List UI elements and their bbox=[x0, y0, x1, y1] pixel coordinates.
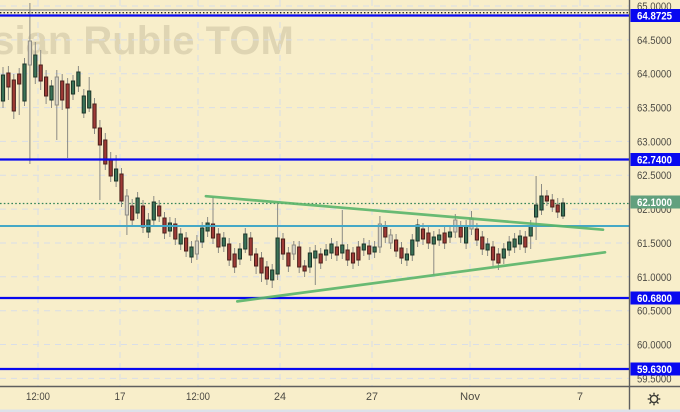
svg-text:59.5000: 59.5000 bbox=[637, 373, 672, 385]
svg-text:60.0000: 60.0000 bbox=[637, 340, 672, 352]
svg-text:24: 24 bbox=[274, 391, 286, 403]
svg-text:63.0000: 63.0000 bbox=[637, 136, 672, 148]
svg-text:62.5000: 62.5000 bbox=[637, 170, 672, 182]
svg-text:64.8725: 64.8725 bbox=[637, 11, 672, 23]
svg-text:12:00: 12:00 bbox=[186, 391, 210, 403]
svg-text:12:00: 12:00 bbox=[26, 391, 50, 403]
svg-text:62.7400: 62.7400 bbox=[637, 155, 672, 167]
svg-text:61.0000: 61.0000 bbox=[637, 272, 672, 284]
svg-text:17: 17 bbox=[115, 391, 126, 403]
svg-text:Nov: Nov bbox=[460, 391, 481, 403]
svg-text:27: 27 bbox=[366, 391, 378, 403]
svg-text:60.5000: 60.5000 bbox=[637, 306, 672, 318]
svg-text:59.6300: 59.6300 bbox=[637, 364, 672, 376]
svg-text:64.0000: 64.0000 bbox=[637, 69, 672, 81]
svg-text:63.5000: 63.5000 bbox=[637, 103, 672, 115]
svg-text:60.6800: 60.6800 bbox=[637, 293, 672, 305]
svg-text:64.5000: 64.5000 bbox=[637, 35, 672, 47]
svg-text:7: 7 bbox=[577, 391, 583, 403]
svg-text:61.5000: 61.5000 bbox=[637, 238, 672, 250]
svg-text:62.1000: 62.1000 bbox=[637, 197, 672, 209]
svg-text:ssian Ruble TOM: ssian Ruble TOM bbox=[0, 19, 294, 63]
